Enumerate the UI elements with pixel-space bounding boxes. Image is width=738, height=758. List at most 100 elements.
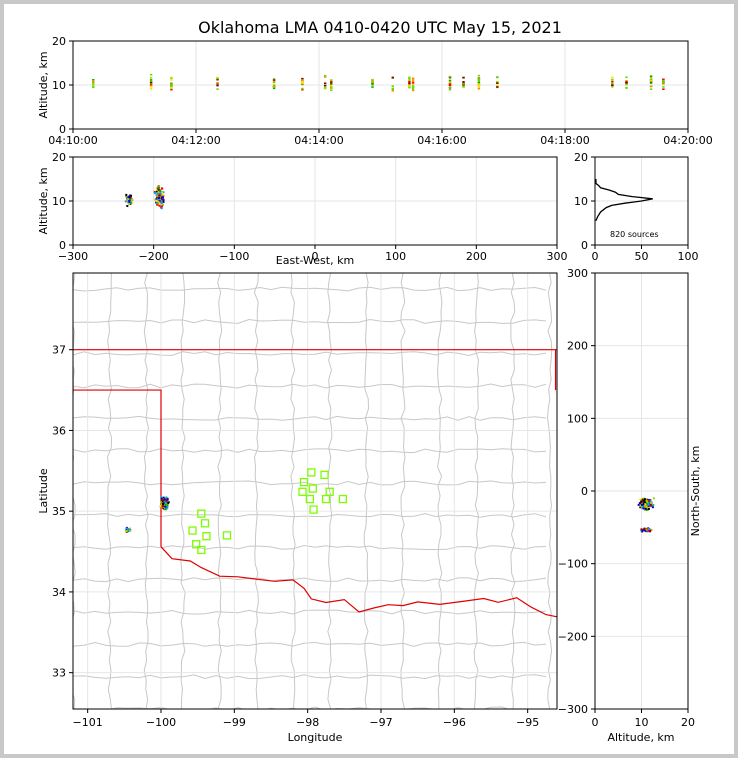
north-south-xtick-label: 10 [635,716,649,729]
time-height-source-point [170,85,173,87]
time-height-source-point [149,79,153,81]
north-south-source-point [651,506,654,509]
time-height-source-point [408,80,411,83]
lma-station-marker [320,470,329,480]
time-height-source-point [448,84,452,87]
north-south-source-point [644,499,647,502]
time-height-xtick-label: 04:18:00 [540,134,589,147]
time-height-source-point [216,76,219,79]
north-south-source-point [647,499,650,502]
county-line [217,273,223,709]
east-west-source-point [125,193,128,196]
time-height-source-point [477,83,481,85]
map-xtick-label: −98 [296,716,319,729]
east-west-source-point [162,203,165,206]
time-height-source-point [496,76,499,79]
north-south-source-point [642,528,645,531]
time-height-source-point [272,78,276,81]
east-west-source-point [126,195,129,198]
time-height-source-point [448,76,452,79]
time-height-source-point [149,76,153,79]
time-height-source-point [448,75,452,78]
east-west-xtick-label: −100 [219,250,249,263]
figure-canvas: Oklahoma LMA 0410-0420 UTC May 15, 2021 … [37,18,713,744]
north-south-xtick-label: 0 [592,716,599,729]
time-height-source-point [391,89,394,92]
county-line [106,273,113,709]
time-height-source-point [149,73,153,76]
map-xtick-label: −101 [73,716,103,729]
time-height-source-point [330,80,333,83]
plan-view-source-point [160,499,163,502]
time-height-source-point [301,87,304,90]
time-height-xtick-label: 04:10:00 [48,134,97,147]
county-line [547,273,553,709]
north-south-source-point [650,501,653,504]
time-height-source-point [323,87,327,89]
time-height-source-point [92,86,95,89]
lma-figure: Oklahoma LMA 0410-0420 UTC May 15, 2021 … [4,4,734,754]
county-line [73,448,547,454]
time-height-source-point [462,76,465,79]
time-height-source-point [625,83,628,86]
north-south-xlabel: Altitude, km [607,731,674,744]
north-south-source-point [642,499,645,502]
county-line [437,273,443,709]
east-west-ytick-label: 10 [52,195,66,208]
north-south-ytick-label: 100 [567,412,588,425]
time-height-source-point [330,79,333,81]
time-height-source-point [371,83,374,85]
time-height-source-point [448,86,452,88]
east-west-source-point [158,202,161,205]
north-south-source-point [647,503,650,506]
time-height-source-point [625,81,628,83]
east-west-source-point [160,205,163,208]
east-west-source-point [124,200,127,203]
north-south-ytick-label: 200 [567,340,588,353]
plan-view-source-point [164,508,167,511]
county-line [73,641,547,647]
lma-station-marker [321,494,331,504]
time-height-source-point [477,74,481,77]
time-height-source-point [649,76,653,79]
north-south-source-point [644,507,647,510]
time-height-source-point [216,77,219,80]
county-line [73,577,547,583]
north-south-source-point [642,502,645,505]
time-height-xtick-label: 04:16:00 [417,134,466,147]
time-height-source-point [391,87,394,90]
east-west-xtick-label: 0 [312,250,319,263]
time-height-source-point [408,79,411,82]
east-west-source-point [156,203,159,206]
lma-station-marker [222,531,232,540]
north-south-source-point [639,504,642,507]
time-height-source-point [649,88,653,90]
east-west-source-point [155,201,158,204]
time-height-source-point [216,82,219,85]
north-south-ytick-label: 0 [581,485,588,498]
time-height-source-point [170,87,173,89]
time-height-source-point [408,86,411,89]
east-west-source-point [160,195,163,198]
east-west-source-point [156,197,159,200]
time-height-source-point [371,86,374,88]
east-west-source-point [161,191,164,194]
north-south-panel: 0 10 20 −300 −200 −100 0 100 200 300 North-South,… [558,267,702,744]
county-line [73,609,547,615]
map-ytick-label: 36 [52,424,66,437]
plan-view-source-point [162,500,165,503]
east-west-ytick-label: 20 [52,151,66,164]
time-height-source-point [408,77,411,80]
time-height-source-point [323,76,327,78]
time-height-xtick-label: 04:12:00 [171,134,220,147]
east-west-source-point [161,192,164,195]
map-xtick-label: −97 [369,716,392,729]
plan-view-source-point [165,503,168,506]
north-south-source-point [652,497,655,500]
time-height-source-point [611,84,614,87]
north-south-source-point [641,505,644,508]
histogram-ytick-label: 20 [574,151,588,164]
plan-view-source-point [167,502,170,505]
time-height-source-point [323,74,327,77]
time-height-source-point [462,85,465,88]
